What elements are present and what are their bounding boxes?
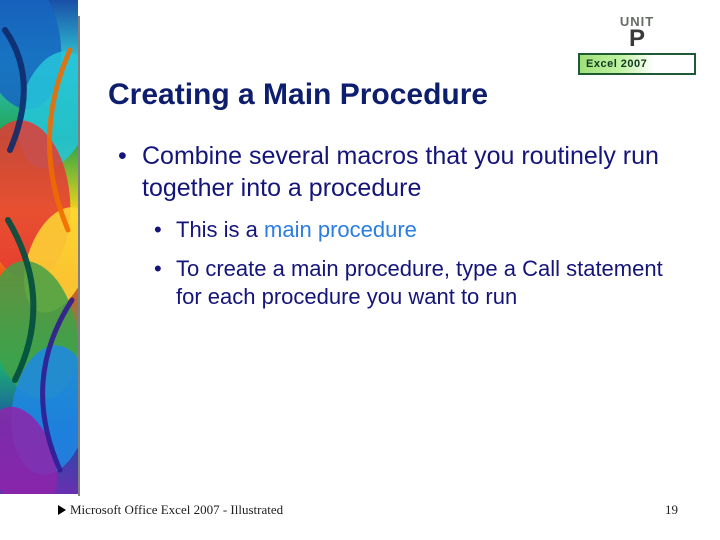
- footer-marker-icon: [58, 505, 66, 515]
- sub-bullet-prefix: This is a: [176, 217, 264, 242]
- footer-text: Microsoft Office Excel 2007 - Illustrate…: [70, 502, 283, 518]
- vertical-divider: [78, 16, 80, 496]
- bullet-level1: Combine several macros that you routinel…: [142, 140, 668, 312]
- slide-title: Creating a Main Procedure: [108, 78, 668, 112]
- bullet-level2: To create a main procedure, type a Call …: [176, 255, 668, 312]
- product-bar: Excel 2007: [578, 53, 696, 75]
- slide-content: Creating a Main Procedure Combine severa…: [108, 78, 668, 326]
- product-name: Excel 2007: [586, 58, 647, 70]
- decorative-sidebar: [0, 0, 78, 494]
- slide-footer: Microsoft Office Excel 2007 - Illustrate…: [58, 502, 678, 518]
- page-number: 19: [665, 502, 678, 518]
- bullet-level2: This is a main procedure: [176, 216, 668, 245]
- unit-badge: UNIT P Excel 2007: [578, 14, 696, 75]
- sub-bullet-text: To create a main procedure, type a Call …: [176, 256, 663, 310]
- bullet-text: Combine several macros that you routinel…: [142, 142, 659, 202]
- highlight-term: main procedure: [264, 217, 417, 242]
- unit-letter: P: [578, 27, 696, 51]
